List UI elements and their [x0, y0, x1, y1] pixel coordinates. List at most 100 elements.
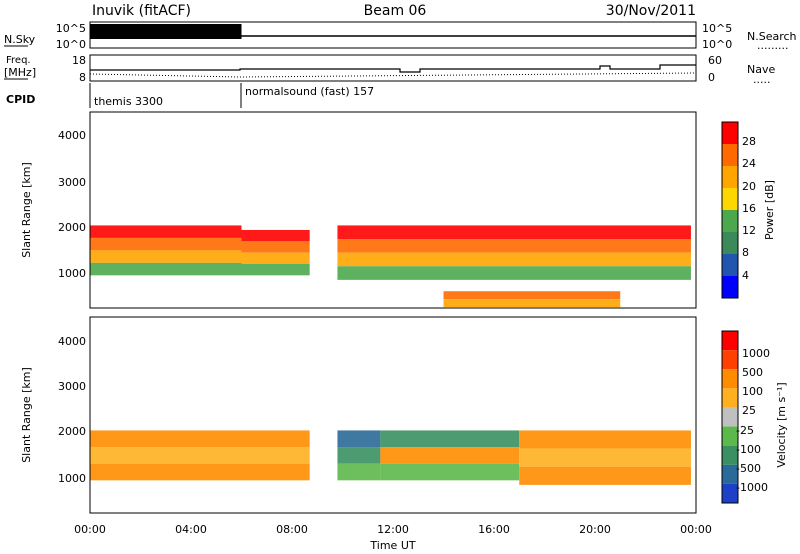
cpid-row: CPID themis 3300 normalsound (fast) 157 — [6, 83, 374, 108]
nsky-panel: N.Sky 10^5 10^0 10^5 10^0 N.Search .....… — [4, 21, 797, 52]
nsearch-legend: ......... — [757, 39, 788, 52]
power-ytick-3000: 3000 — [58, 176, 86, 189]
freq-frame — [89, 54, 697, 82]
power-echo-region — [337, 225, 691, 240]
nsky-dense-block — [90, 24, 242, 39]
xtick-5: 20:00 — [579, 523, 611, 536]
power-colorbar-swatch — [722, 144, 738, 166]
velocity-colorbar-swatch — [722, 350, 738, 370]
velocity-echo-region — [519, 466, 691, 485]
nave-legend: ..... — [753, 73, 770, 86]
velocity-ylabel: Slant Range [km] — [20, 367, 33, 463]
power-cbar-tick-8: 8 — [742, 246, 749, 259]
velocity-echo-region — [519, 448, 691, 467]
freq-tick-bottom: 8 — [79, 71, 86, 84]
velocity-echo-region — [337, 463, 381, 481]
velocity-echo-region — [337, 430, 381, 448]
power-echo-region — [90, 237, 242, 251]
velocity-cbar-tick-25: 25 — [742, 404, 756, 417]
velocity-frame — [89, 316, 697, 514]
power-echo-region — [337, 266, 691, 280]
xtick-4: 16:00 — [478, 523, 510, 536]
velocity-colorbar-swatch — [722, 407, 738, 427]
freq-tick-top: 18 — [72, 54, 86, 67]
power-colorbar-swatch — [722, 122, 738, 144]
power-echo-region — [241, 241, 310, 253]
velocity-colorbar-swatch — [722, 483, 738, 503]
power-cbar-tick-4: 4 — [742, 269, 749, 282]
velocity-colorbar-swatch — [722, 331, 738, 351]
velocity-echo-region — [337, 447, 381, 464]
power-echo-region — [241, 229, 310, 242]
velocity-colorbar-swatch — [722, 464, 738, 484]
power-echo-region — [90, 225, 242, 238]
freq-trace — [90, 64, 696, 73]
velocity-cbar-label: Velocity [m s⁻¹] — [775, 382, 788, 467]
power-colorbar-swatch — [722, 188, 738, 210]
velocity-echo-region — [90, 463, 310, 481]
velocity-colorbar-swatch — [722, 445, 738, 465]
velocity-echoes — [90, 430, 691, 485]
power-colorbar-swatch — [722, 276, 738, 298]
velocity-ytick-4000: 4000 — [58, 335, 86, 348]
nsearch-label: N.Search — [747, 30, 797, 43]
x-axis-title: Time UT — [369, 539, 415, 552]
nsearch-tick-top: 10^5 — [702, 22, 732, 35]
nave-trace — [89, 72, 697, 78]
power-cbar-tick-16: 16 — [742, 202, 756, 215]
freq-label-line1: Freq. — [6, 55, 31, 66]
power-cbar-tick-28: 28 — [742, 135, 756, 148]
velocity-cbar-tick-minus500: -500 — [736, 462, 761, 475]
beam-title: Beam 06 — [364, 3, 427, 19]
date-title: 30/Nov/2011 — [606, 3, 696, 19]
power-ytick-4000: 4000 — [58, 129, 86, 142]
xtick-3: 12:00 — [377, 523, 409, 536]
power-echo-region — [90, 262, 242, 276]
power-echo-region — [443, 299, 621, 308]
power-echo-region — [337, 239, 691, 253]
velocity-colorbar-swatch — [722, 388, 738, 408]
power-colorbar-outline — [721, 121, 739, 299]
velocity-cbar-tick-500: 500 — [742, 366, 763, 379]
power-echo-region — [241, 263, 310, 276]
velocity-cbar-tick-1000: 1000 — [742, 347, 770, 360]
velocity-ytick-1000: 1000 — [58, 472, 86, 485]
nsky-trace — [90, 24, 696, 39]
xtick-1: 04:00 — [175, 523, 207, 536]
nsearch-tick-bottom: 10^0 — [702, 38, 732, 51]
freq-panel: Freq. [MHz] 18 8 60 0 Nave ..... — [4, 54, 775, 86]
velocity-colorbar — [721, 330, 739, 504]
cpid-segment-2: normalsound (fast) 157 — [245, 85, 374, 98]
power-colorbar — [721, 121, 739, 299]
xtick-6: 00:00 — [680, 523, 712, 536]
nsky-tick-top: 10^5 — [56, 22, 86, 35]
nave-tick-top: 60 — [708, 54, 722, 67]
velocity-echo-region — [380, 463, 520, 481]
power-echo-region — [443, 291, 621, 300]
xtick-0: 00:00 — [74, 523, 106, 536]
velocity-cbar-tick-minus25: -25 — [736, 424, 754, 437]
velocity-echo-region — [90, 447, 310, 464]
nave-label: Nave — [747, 63, 775, 76]
velocity-echo-region — [380, 430, 520, 448]
power-colorbar-swatch — [722, 232, 738, 254]
velocity-echo-region — [380, 447, 520, 464]
velocity-cbar-tick-minus1000: -1000 — [736, 481, 768, 494]
velocity-cbar-tick-100: 100 — [742, 385, 763, 398]
velocity-cbar-tick-minus100: -100 — [736, 443, 761, 456]
power-colorbar-swatch — [722, 210, 738, 232]
power-panel: Slant Range [km] 4000 3000 2000 1000 28 … — [20, 111, 776, 309]
x-axis: 00:00 04:00 08:00 12:00 16:00 20:00 00:0… — [74, 523, 712, 552]
velocity-ytick-3000: 3000 — [58, 380, 86, 393]
power-colorbar-swatch — [722, 166, 738, 188]
power-ytick-1000: 1000 — [58, 267, 86, 280]
power-cbar-tick-24: 24 — [742, 157, 756, 170]
freq-label-line2: [MHz] — [4, 66, 36, 79]
velocity-colorbar-swatch — [722, 369, 738, 389]
station-title: Inuvik (fitACF) — [92, 3, 191, 19]
power-ylabel: Slant Range [km] — [20, 162, 33, 258]
cpid-label: CPID — [6, 93, 35, 106]
cpid-segment-1: themis 3300 — [94, 95, 163, 108]
xtick-2: 08:00 — [276, 523, 308, 536]
power-echo-region — [241, 252, 310, 264]
